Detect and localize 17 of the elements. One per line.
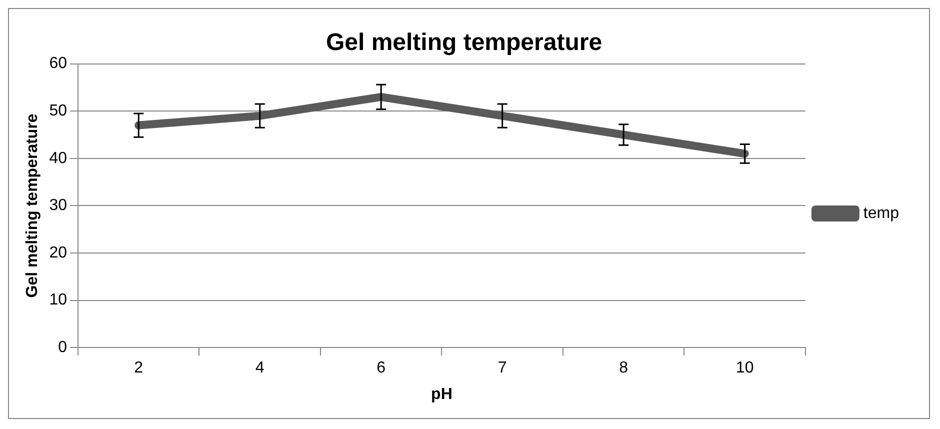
y-tick-label: 0 [58,339,68,356]
x-axis-title: pH [431,386,452,403]
y-tick-label: 40 [49,150,68,167]
x-tick-label: 8 [619,360,628,377]
x-tick-label: 2 [134,360,144,377]
chart-title: Gel melting temperature [326,29,602,56]
x-tick-label: 7 [498,360,507,377]
legend-label: temp [863,204,900,222]
x-tick-label: 10 [736,360,754,377]
y-axis-title: Gel melting temperature [24,114,42,298]
x-tick-label: 6 [376,360,386,377]
x-tick-label: 4 [255,360,264,377]
y-tick-label: 20 [49,244,68,262]
y-tick-label: 50 [49,102,68,120]
y-tick-label: 60 [49,55,68,72]
y-tick-label: 30 [49,197,68,214]
y-tick-label: 10 [49,292,68,309]
